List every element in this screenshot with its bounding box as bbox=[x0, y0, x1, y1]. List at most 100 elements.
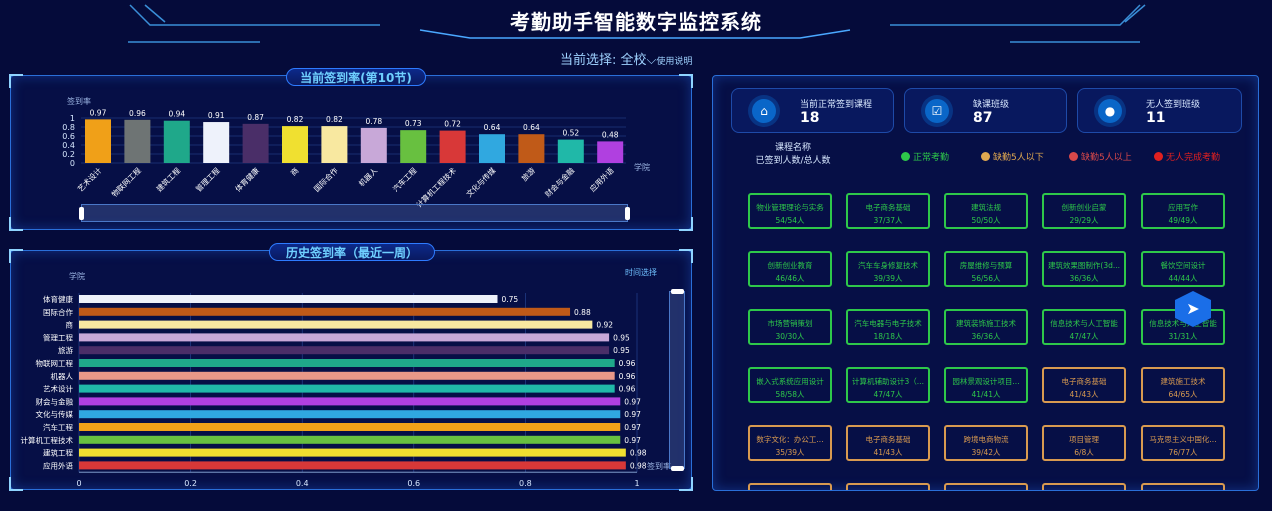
chart1-value-label: 0.97 bbox=[90, 108, 107, 117]
chart2-bar bbox=[79, 461, 626, 470]
course-card[interactable]: 信息技术与人工智能 bbox=[1042, 483, 1126, 490]
chart1-bar bbox=[203, 122, 230, 163]
course-card-name: 物业管理理论与实务 bbox=[756, 203, 824, 212]
course-card[interactable]: 数字文化：办公工... 35/39人 bbox=[748, 425, 832, 461]
course-card-name: 跨境电商物流 bbox=[963, 435, 1009, 444]
course-card-count: 41/43人 bbox=[1069, 390, 1099, 399]
stat-normal-courses: ⌂ 当前正常签到课程 18 bbox=[731, 88, 894, 133]
time-select-label[interactable]: 时间选择 bbox=[625, 268, 657, 277]
course-card[interactable]: 军事理论 bbox=[846, 483, 930, 490]
history-attendance-panel: 历史签到率（最近一周） 学院 时间选择 签到率 0 0.2 0.4 0.6 0.8 1 0.… bbox=[9, 243, 693, 491]
course-card[interactable]: 建筑施工技术 64/65人 bbox=[1141, 367, 1225, 403]
course-card[interactable]: 汽车电器与电子技术 18/18人 bbox=[846, 309, 930, 345]
chart2-value-label: 0.96 bbox=[619, 372, 636, 381]
chart2-bar bbox=[79, 435, 621, 444]
chart1-zoom-handle-left[interactable] bbox=[79, 207, 84, 220]
chart2-category-label: 物联网工程 bbox=[36, 358, 74, 368]
chart1-bar bbox=[439, 130, 466, 163]
chart1-category-label: 财会与金融 bbox=[543, 165, 577, 199]
course-card[interactable]: 军事理论 bbox=[748, 483, 832, 490]
course-card[interactable]: 项目管理 6/8人 bbox=[1042, 425, 1126, 461]
course-card[interactable]: 市场营销策划 30/30人 bbox=[748, 309, 832, 345]
chart2-x-tick: 0.2 bbox=[184, 479, 197, 488]
floating-assistant-icon[interactable]: ➤ bbox=[1175, 291, 1211, 327]
course-card-count: 29/29人 bbox=[1069, 216, 1099, 225]
chart1-zoom-handle-right[interactable] bbox=[625, 207, 630, 220]
chart1-x-label: 学院 bbox=[634, 163, 650, 172]
chart2-category-label: 商 bbox=[66, 320, 74, 330]
course-card-name: 电子商务基础 bbox=[1061, 377, 1107, 386]
course-header: 课程名称 已签到人数/总人数 bbox=[753, 142, 833, 168]
chart1-category-label: 管理工程 bbox=[193, 165, 222, 194]
chart1-bar bbox=[360, 127, 387, 163]
course-card[interactable]: 嵌入式系统应用设计 58/58人 bbox=[748, 367, 832, 403]
course-card[interactable]: 信息技术与人工智能 47/47人 bbox=[1042, 309, 1126, 345]
chart2-zoom-handle-top[interactable] bbox=[671, 289, 684, 294]
chart1-category-label: 计算机工程技术 bbox=[414, 165, 459, 210]
chart2-category-label: 体育健康 bbox=[43, 294, 73, 304]
course-card-name: 电子商务基础 bbox=[865, 203, 911, 212]
chart2-category-label: 国际合作 bbox=[43, 307, 73, 317]
clipboard-icon: ☑ bbox=[925, 99, 949, 123]
chart2-zoom-slider[interactable] bbox=[669, 289, 685, 471]
course-status-panel: ⌂ 当前正常签到课程 18 ☑ 缺课班级 87 ● 无人签到班级 11 课程名称… bbox=[712, 75, 1259, 491]
course-card[interactable]: 创新创业启蒙 29/29人 bbox=[1042, 193, 1126, 229]
chart2-zoom-handle-bottom[interactable] bbox=[671, 466, 684, 471]
course-card[interactable]: 物业管理理论与实务 54/54人 bbox=[748, 193, 832, 229]
chart1-category-label: 汽车工程 bbox=[390, 165, 419, 194]
course-card[interactable]: 马克思主义中国化... 76/77人 bbox=[1141, 425, 1225, 461]
course-card[interactable]: 汽车车身修复技术 39/39人 bbox=[846, 251, 930, 287]
course-card-count: 41/43人 bbox=[873, 448, 903, 457]
course-header-name: 课程名称 bbox=[774, 143, 811, 153]
legend-dot bbox=[901, 152, 910, 161]
course-card-count: 49/49人 bbox=[1168, 216, 1198, 225]
course-card[interactable]: 园林景观设计项目... 41/41人 bbox=[944, 367, 1028, 403]
chart2-value-label: 0.95 bbox=[613, 346, 630, 355]
course-card[interactable]: 大学英语二（2） bbox=[944, 483, 1028, 490]
course-card[interactable]: 应用写作 49/49人 bbox=[1141, 193, 1225, 229]
course-card[interactable]: 电子商务基础 41/43人 bbox=[846, 425, 930, 461]
page-title: 考勤助手智能数字监控系统 bbox=[510, 10, 762, 34]
course-card-name: 电子商务基础 bbox=[865, 435, 911, 444]
chart2-category-label: 财会与金融 bbox=[36, 396, 74, 406]
legend-dot bbox=[981, 152, 990, 161]
course-card[interactable]: 建筑法规 50/50人 bbox=[944, 193, 1028, 229]
chart1-value-label: 0.52 bbox=[562, 129, 579, 138]
course-card[interactable]: 创新创业教育 46/46人 bbox=[748, 251, 832, 287]
chart1-zoom-slider[interactable] bbox=[79, 204, 630, 222]
chart2-value-label: 0.98 bbox=[630, 449, 647, 458]
chart2-category-label: 汽车工程 bbox=[43, 422, 73, 432]
course-card-name: 嵌入式系统应用设计 bbox=[756, 377, 824, 386]
course-card[interactable]: 建筑装饰施工技术 36/36人 bbox=[944, 309, 1028, 345]
course-card[interactable]: 跨境电商物流 39/42人 bbox=[944, 425, 1028, 461]
chart2-category-label: 建筑工程 bbox=[43, 448, 73, 458]
chart2-category-label: 艺术设计 bbox=[43, 384, 73, 394]
chart2-bar bbox=[79, 359, 615, 367]
chart2-bar bbox=[79, 448, 626, 457]
chart1-bar bbox=[242, 123, 269, 163]
chart2-category-label: 管理工程 bbox=[43, 332, 73, 342]
chart2-value-label: 0.96 bbox=[619, 385, 636, 394]
course-card[interactable]: 电子商务基础 41/43人 bbox=[1042, 367, 1126, 403]
chart2-value-label: 0.97 bbox=[624, 410, 641, 419]
course-card[interactable]: 电子商务基础 37/37人 bbox=[846, 193, 930, 229]
help-link[interactable]: 使用说明 bbox=[656, 57, 693, 67]
chart2-bar bbox=[79, 423, 621, 431]
scope-selector[interactable]: 当前选择: 全校⌵使用说明 bbox=[560, 49, 692, 68]
course-card[interactable]: 计算机辅助设计3（... 47/47人 bbox=[846, 367, 930, 403]
course-card-count: 41/41人 bbox=[971, 390, 1001, 399]
course-card[interactable]: 餐饮空间设计 44/44人 bbox=[1141, 251, 1225, 287]
chart1-category-label: 国际合作 bbox=[312, 165, 341, 194]
course-card-name: 数字文化：办公工... bbox=[756, 435, 824, 444]
chart2-category-label: 应用外语 bbox=[43, 460, 73, 470]
course-card[interactable]: 演讲与礼仪 bbox=[1141, 483, 1225, 490]
chart2-bar bbox=[79, 384, 615, 393]
chart1-bar bbox=[400, 130, 427, 163]
course-card[interactable]: 房屋维修与预算 56/56人 bbox=[944, 251, 1028, 287]
home-icon: ⌂ bbox=[752, 99, 776, 123]
stat-no-checkin-classes: ● 无人签到班级 11 bbox=[1077, 88, 1242, 133]
chart2-category-label: 计算机工程技术 bbox=[21, 435, 74, 445]
chart2-x-tick: 0.4 bbox=[296, 479, 309, 488]
course-card-count: 64/65人 bbox=[1168, 390, 1198, 399]
course-card[interactable]: 建筑效果图制作(3d... 36/36人 bbox=[1042, 251, 1126, 287]
